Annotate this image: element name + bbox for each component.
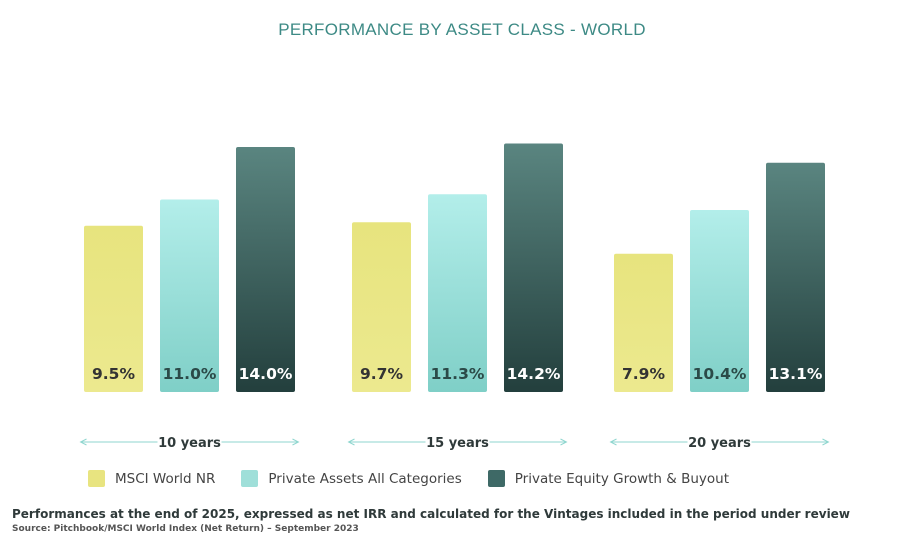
- legend-label: MSCI World NR: [115, 470, 216, 487]
- bar-2-1: [504, 143, 563, 392]
- category-label: 15 years: [426, 436, 489, 451]
- data-label: 11.3%: [431, 365, 485, 383]
- data-label: 10.4%: [693, 365, 747, 383]
- legend-swatch: [241, 470, 259, 487]
- bar-2-2: [766, 162, 825, 392]
- chart-title: PERFORMANCE BY ASSET CLASS - WORLD: [278, 20, 646, 39]
- data-label: 13.1%: [769, 365, 823, 383]
- category-label: 20 years: [688, 436, 751, 451]
- legend-item-private-equity: Private Equity Growth & Buyout: [487, 470, 729, 487]
- footnote: Performances at the end of 2025, express…: [12, 507, 850, 521]
- bar-0-2: [614, 253, 673, 392]
- data-label: 9.7%: [360, 365, 403, 383]
- legend-swatch: [88, 470, 105, 487]
- bar-1-0: [160, 199, 219, 392]
- data-label: 9.5%: [92, 365, 135, 383]
- legend-item-msci-world: MSCI World NR: [88, 470, 215, 487]
- legend-label: Private Equity Growth & Buyout: [514, 470, 729, 487]
- legend-label: Private Assets All Categories: [268, 470, 462, 487]
- legend-item-private-assets: Private Assets All Categories: [241, 470, 462, 487]
- data-label: 14.2%: [507, 365, 561, 383]
- bar-0-0: [84, 225, 143, 392]
- legend-swatch: [487, 470, 505, 487]
- data-label: 14.0%: [239, 365, 293, 383]
- bar-1-2: [690, 210, 749, 392]
- source-note: Source: Pitchbook/MSCI World Index (Net …: [12, 524, 359, 534]
- category-label: 10 years: [158, 436, 221, 451]
- bar-2-0: [236, 147, 295, 392]
- data-label: 11.0%: [163, 365, 217, 383]
- chart-legend: MSCI World NR Private Assets All Categor…: [88, 470, 729, 487]
- bar-0-1: [352, 222, 411, 392]
- bar-chart: 9.5% 11.0% 14.0% 10 years 9.7% 11.3% 14.2% 15 y…: [0, 143, 924, 451]
- bar-1-1: [428, 194, 487, 392]
- data-label: 7.9%: [622, 365, 665, 383]
